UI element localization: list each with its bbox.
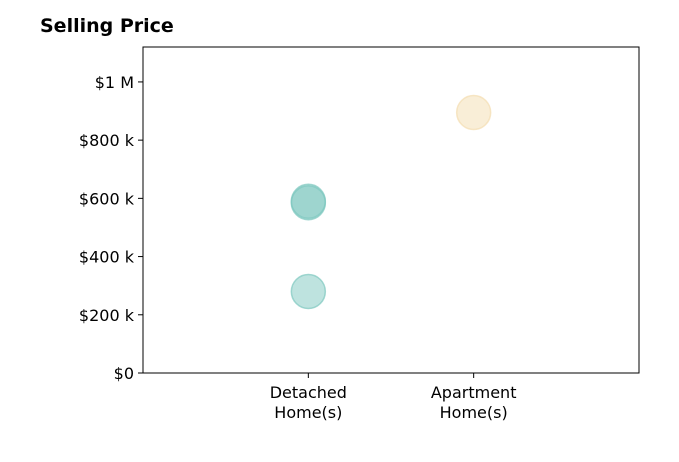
data-points <box>290 94 492 310</box>
data-point <box>290 273 327 310</box>
y-tick-label: $800 k <box>79 131 135 150</box>
y-tick-label: $600 k <box>79 189 135 208</box>
x-tick-label: Apartment Home(s) <box>431 383 517 422</box>
x-axis: Detached Home(s) Apartment Home(s) <box>270 373 517 422</box>
y-tick-label: $1 M <box>95 73 134 92</box>
data-point <box>290 184 327 221</box>
y-tick-label: $400 k <box>79 248 135 267</box>
y-tick-label: $0 <box>114 364 134 383</box>
chart-title: Selling Price <box>40 15 174 37</box>
y-axis: $0 $200 k $400 k $600 k $800 k $1 M <box>79 73 143 383</box>
data-point <box>455 94 492 131</box>
y-tick-label: $200 k <box>79 306 135 325</box>
plot-area <box>142 46 640 374</box>
x-tick-label: Detached Home(s) <box>270 383 347 422</box>
